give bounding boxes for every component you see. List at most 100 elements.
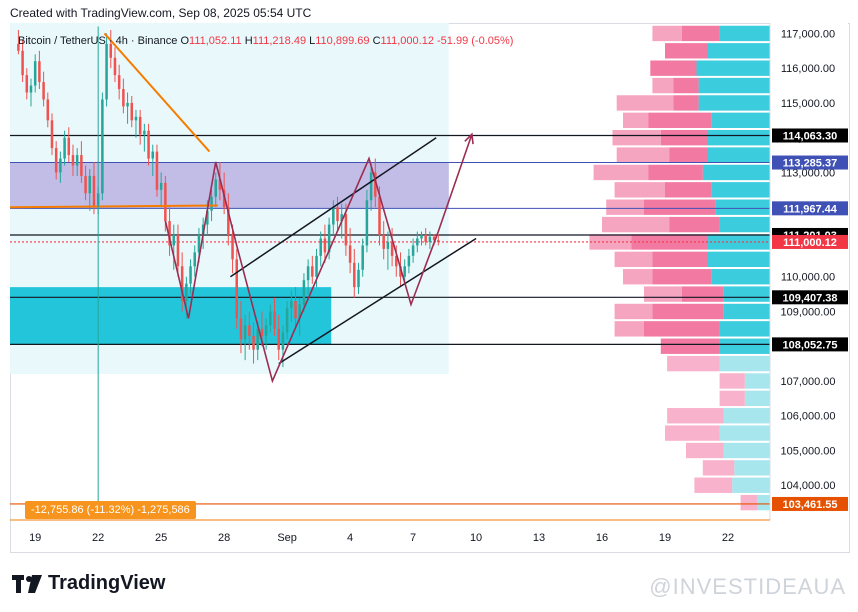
time-tick-label: 16 (596, 532, 608, 544)
candle-body (243, 325, 247, 340)
volume-profile-bar (719, 425, 770, 441)
candle-body (252, 335, 255, 350)
candle-body (264, 325, 268, 336)
candle-body (323, 238, 327, 253)
candle-body (46, 99, 50, 121)
symbol-name[interactable]: Bitcoin / TetherUS · 4h · Binance (18, 35, 178, 47)
candle-body (311, 266, 314, 277)
low-label: L (309, 35, 316, 47)
candle-body (432, 236, 436, 241)
high-label: H (244, 35, 253, 47)
candle-body (218, 179, 222, 190)
volume-profile-bar (707, 130, 770, 146)
candle-body (348, 245, 352, 263)
volume-profile-bar (652, 25, 682, 42)
projection-arrowhead (464, 132, 474, 145)
time-tick-label: 25 (155, 532, 167, 544)
candle-body (248, 325, 251, 336)
candle-body (21, 50, 24, 76)
time-tick-label: Sep (277, 532, 297, 544)
change-value: -51.99 (-0.05%) (437, 35, 514, 47)
candle-body (80, 155, 83, 176)
low-value: 110,899.69 (315, 35, 370, 47)
candle-body (365, 200, 369, 246)
candle-body (109, 43, 113, 58)
volume-profile-bar (732, 477, 770, 493)
volume-profile-bar (694, 477, 733, 493)
volume-profile-bar (667, 408, 724, 424)
supply-zone (10, 162, 449, 209)
candle-body (235, 259, 238, 319)
volume-profile-bar (669, 147, 707, 163)
price-level-tag (772, 234, 848, 249)
volume-profile-bar (623, 269, 653, 285)
price-level-tag (772, 128, 848, 143)
price-chart[interactable]: 104,000.00 105,000.00 106,000.00 107,000.00… (10, 23, 848, 551)
tradingview-brand: TradingView (12, 572, 165, 595)
time-tick-label: 10 (470, 532, 482, 544)
volume-profile-bar (602, 216, 670, 233)
candle-body (130, 102, 134, 121)
volume-profile-bar (698, 95, 770, 111)
time-tick-label: 22 (92, 532, 104, 544)
candle-body (92, 175, 96, 208)
volume-profile-bar (719, 390, 745, 407)
candle-body (428, 236, 432, 242)
candle-body (437, 240, 440, 242)
volume-profile-bar (631, 234, 707, 250)
volume-profile-bar (719, 373, 745, 389)
drawings-layer (10, 26, 477, 507)
measure-label[interactable]: -12,755.86 (-11.32%) -1,275,586 (25, 501, 196, 519)
candle-body (369, 172, 373, 201)
volume-profile-bar (660, 338, 720, 354)
candle-body (117, 75, 121, 90)
volume-profile-bar (669, 216, 720, 233)
volume-profile-bar (650, 60, 697, 76)
candle-body (185, 283, 188, 302)
candle-body (407, 255, 411, 267)
candle-body (193, 252, 197, 267)
candle-body (290, 301, 293, 308)
candle-body (63, 137, 66, 159)
candle-body (122, 89, 125, 107)
price-level-tag-label: 111,000.12 (783, 237, 837, 249)
volume-profile-bar (711, 269, 770, 285)
price-level-tag (772, 155, 848, 170)
time-tick-label: 13 (533, 532, 545, 544)
volume-profile-bar (616, 95, 674, 111)
volume-profile-bar (660, 130, 707, 146)
volume-profile-bar (702, 460, 735, 476)
candle-body (256, 328, 259, 350)
volume-profile-bar (723, 286, 770, 302)
volume-profile-bar (616, 147, 670, 163)
candle-body (315, 255, 318, 277)
volume-profile-bar (719, 338, 770, 354)
candle-body (285, 307, 289, 333)
candle-body (395, 255, 398, 267)
candle-body (67, 137, 71, 156)
time-tick-label: 7 (410, 532, 416, 544)
volume-profile-bar (719, 355, 770, 372)
candle-body (71, 155, 75, 166)
candle-body (126, 102, 129, 107)
volume-profile-bar (644, 286, 682, 302)
volume-profile-bar (614, 321, 644, 337)
candle-body (378, 196, 381, 236)
time-tick-label: 19 (659, 532, 671, 544)
candle-body (353, 262, 356, 288)
price-level-tag (772, 337, 848, 352)
candle-body (29, 85, 33, 93)
volume-profile-bar (719, 25, 770, 42)
volume-profile-bar (686, 442, 724, 459)
volume-profile-bar (711, 182, 770, 198)
candle-body (172, 235, 176, 246)
volume-profile-bar (614, 303, 653, 320)
candle-body (332, 207, 335, 225)
candle-body (88, 175, 92, 194)
candle-body (361, 245, 364, 270)
volume-profile-bar (734, 460, 770, 476)
candle-body (206, 210, 209, 225)
volume-profile-bar (665, 43, 707, 59)
price-level-tag-label: 113,285.37 (783, 158, 837, 170)
candle-body (17, 43, 20, 51)
